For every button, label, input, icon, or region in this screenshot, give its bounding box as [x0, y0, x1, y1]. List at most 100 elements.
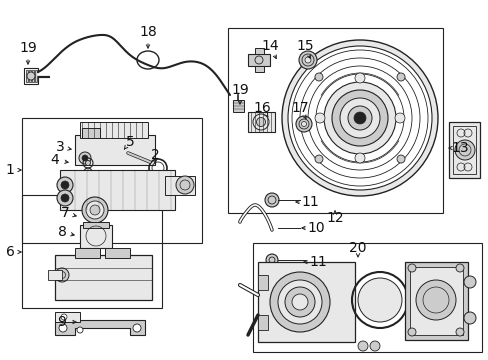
- Bar: [22, 195, 162, 308]
- Circle shape: [454, 140, 474, 160]
- Bar: [26, 70, 28, 82]
- Circle shape: [357, 341, 367, 351]
- Circle shape: [369, 341, 379, 351]
- Circle shape: [90, 205, 100, 215]
- Circle shape: [265, 254, 278, 266]
- Circle shape: [347, 106, 371, 130]
- Text: 14: 14: [261, 39, 278, 53]
- Circle shape: [27, 72, 35, 80]
- Circle shape: [357, 278, 401, 322]
- Bar: [258, 275, 267, 290]
- Circle shape: [314, 113, 325, 123]
- Circle shape: [282, 40, 437, 196]
- Text: 19: 19: [231, 83, 248, 97]
- Circle shape: [264, 193, 279, 207]
- Circle shape: [291, 294, 307, 310]
- Circle shape: [287, 46, 431, 190]
- Bar: [164, 176, 195, 195]
- Bar: [35, 70, 37, 82]
- Bar: [448, 122, 479, 178]
- Bar: [29, 70, 31, 82]
- Bar: [258, 315, 267, 330]
- Circle shape: [256, 117, 265, 126]
- Text: 1: 1: [5, 163, 15, 177]
- Polygon shape: [55, 320, 145, 335]
- Text: 2: 2: [150, 148, 159, 162]
- Circle shape: [57, 177, 73, 193]
- Bar: [252, 243, 481, 352]
- Circle shape: [133, 324, 141, 332]
- Bar: [258, 262, 354, 342]
- Circle shape: [324, 82, 395, 154]
- Text: 18: 18: [139, 25, 157, 39]
- Circle shape: [314, 155, 323, 163]
- Circle shape: [285, 287, 314, 317]
- Text: 6: 6: [5, 245, 15, 259]
- Bar: [80, 122, 148, 138]
- Circle shape: [269, 272, 329, 332]
- Circle shape: [455, 264, 463, 272]
- Bar: [75, 135, 155, 165]
- Circle shape: [354, 73, 364, 83]
- Bar: [22, 118, 202, 243]
- Text: 20: 20: [348, 241, 366, 255]
- Circle shape: [407, 264, 415, 272]
- Bar: [409, 267, 462, 335]
- Circle shape: [86, 201, 104, 219]
- Bar: [83, 222, 109, 228]
- Circle shape: [314, 73, 323, 81]
- Text: 7: 7: [61, 206, 69, 220]
- Bar: [404, 262, 467, 340]
- Text: 5: 5: [125, 135, 134, 149]
- Circle shape: [82, 155, 88, 161]
- Bar: [55, 312, 80, 322]
- Circle shape: [61, 181, 69, 189]
- Circle shape: [301, 122, 306, 126]
- Circle shape: [415, 280, 455, 320]
- Text: 8: 8: [58, 225, 66, 239]
- Bar: [452, 126, 475, 174]
- Text: 10: 10: [306, 221, 324, 235]
- Circle shape: [79, 152, 91, 164]
- Bar: [55, 255, 152, 300]
- Text: 9: 9: [58, 315, 66, 329]
- Circle shape: [396, 155, 404, 163]
- Text: 4: 4: [51, 153, 59, 167]
- Text: 19: 19: [19, 41, 37, 55]
- Circle shape: [396, 73, 404, 81]
- Circle shape: [82, 197, 108, 223]
- Circle shape: [55, 268, 69, 282]
- Circle shape: [339, 98, 379, 138]
- Circle shape: [455, 328, 463, 336]
- Bar: [254, 48, 264, 54]
- Circle shape: [354, 153, 364, 163]
- Circle shape: [61, 314, 67, 320]
- Circle shape: [176, 176, 194, 194]
- Circle shape: [407, 328, 415, 336]
- Circle shape: [278, 280, 321, 324]
- Circle shape: [59, 324, 67, 332]
- Circle shape: [57, 190, 73, 206]
- Circle shape: [463, 312, 475, 324]
- Text: 16: 16: [253, 101, 270, 115]
- Circle shape: [86, 170, 90, 174]
- Circle shape: [394, 113, 404, 123]
- Bar: [32, 70, 34, 82]
- Circle shape: [353, 112, 365, 124]
- Bar: [247, 112, 274, 132]
- Bar: [82, 128, 100, 138]
- Circle shape: [463, 276, 475, 288]
- Text: 17: 17: [290, 101, 308, 115]
- Circle shape: [61, 194, 69, 202]
- Circle shape: [298, 51, 316, 69]
- Bar: [48, 270, 62, 280]
- Bar: [227, 28, 442, 213]
- Text: 3: 3: [56, 140, 64, 154]
- Bar: [60, 170, 175, 210]
- Circle shape: [77, 327, 83, 333]
- Text: 11: 11: [308, 255, 326, 269]
- Circle shape: [305, 57, 310, 63]
- Text: 12: 12: [325, 211, 343, 225]
- Bar: [80, 225, 112, 248]
- Bar: [247, 54, 269, 66]
